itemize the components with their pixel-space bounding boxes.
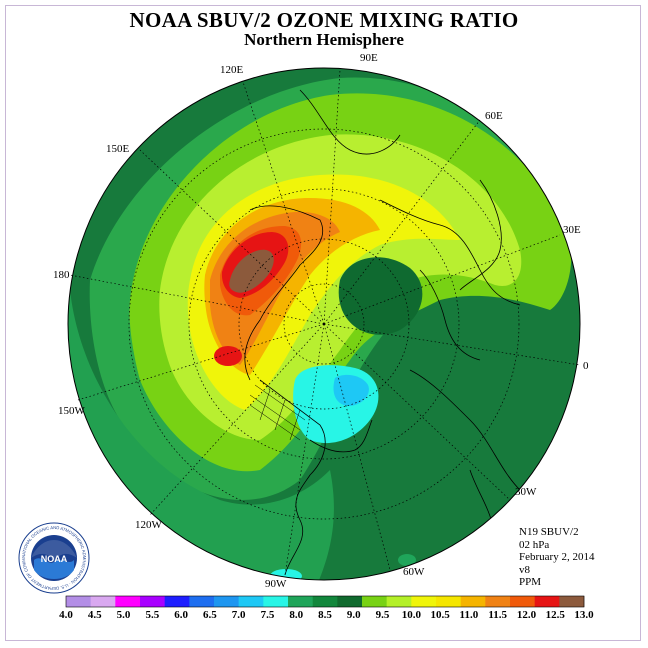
lon-label-180: 180: [53, 269, 70, 281]
ozone-peak: [229, 249, 274, 293]
lon-label-60w: 60W: [403, 566, 425, 578]
grid-hatch: [249, 384, 306, 441]
lon-label-30w: 30W: [515, 486, 537, 498]
lon-label-120w: 120W: [135, 519, 163, 531]
ozone-low-europe: [338, 257, 423, 335]
lon-label-150w: 150W: [58, 405, 86, 417]
map-subtitle: Northern Hemisphere: [244, 30, 404, 49]
lon-label-90e: 90E: [360, 52, 378, 64]
info-level: 02 hPa: [519, 538, 550, 551]
info-satellite: N19 SBUV/2: [519, 526, 579, 538]
lon-label-30e: 30E: [563, 224, 581, 236]
figure-frame: [5, 5, 641, 641]
graticule: [69, 69, 581, 576]
map-title: NOAA SBUV/2 OZONE MIXING RATIO: [129, 8, 519, 32]
lon-label-60e: 60E: [485, 110, 503, 122]
lon-label-90w: 90W: [265, 578, 287, 590]
info-units: PPM: [519, 576, 542, 588]
info-date: February 2, 2014: [519, 551, 595, 563]
ozone-secondary-max: [214, 346, 242, 366]
info-block: N19 SBUV/2 02 hPa February 2, 2014 v8 PP…: [519, 526, 594, 589]
map-boundary: [67, 67, 581, 581]
logo-text: NOAA: [41, 554, 68, 564]
info-version: v8: [519, 563, 530, 576]
lon-label-150e: 150E: [106, 143, 130, 155]
ozone-low-core: [333, 374, 369, 406]
lon-label-0: 0: [583, 360, 589, 372]
lon-label-120e: 120E: [220, 64, 244, 76]
noaa-logo: NATIONAL OCEANIC AND ATMOSPHERIC ADMINIS…: [18, 522, 90, 594]
ozone-patch-south: [398, 554, 416, 566]
